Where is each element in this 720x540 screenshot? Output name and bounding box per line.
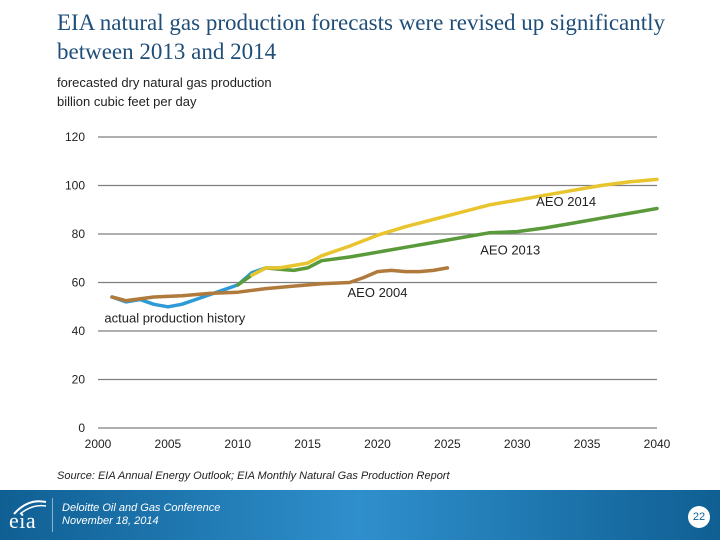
- x-axis-tick-labels: 2000 2005 2010 2015 2020 2025 2030 2035 2040: [85, 437, 671, 451]
- x-tick-label: 2010: [224, 437, 251, 451]
- series-label: AEO 2004: [348, 285, 408, 300]
- page-number-badge: 22: [688, 506, 710, 528]
- x-tick-label: 2030: [504, 437, 531, 451]
- x-tick-label: 2040: [644, 437, 671, 451]
- series-label: AEO 2013: [480, 243, 540, 258]
- page-title: EIA natural gas production forecasts wer…: [57, 10, 666, 64]
- series-line-aeo-2014: [249, 177, 659, 277]
- series-label: AEO 2014: [536, 194, 596, 209]
- x-tick-label: 2005: [155, 437, 182, 451]
- logo-arc-icon: [13, 500, 47, 515]
- conference-info: Deloitte Oil and Gas Conference November…: [62, 502, 220, 528]
- chart-annotations: AEO 2014 AEO 2013 AEO 2004 actual productio…: [104, 194, 596, 325]
- y-tick-label: 0: [78, 421, 85, 435]
- chart-subtitle: forecasted dry natural gas production bi…: [57, 73, 272, 111]
- series-line-aeo-2013: [236, 206, 659, 287]
- footer-divider: [52, 498, 53, 532]
- y-axis-tick-labels: 0 20 40 60 80 100 120: [65, 130, 85, 435]
- x-tick-label: 2025: [434, 437, 461, 451]
- conference-name: Deloitte Oil and Gas Conference: [62, 502, 221, 514]
- source-note: Source: EIA Annual Energy Outlook; EIA M…: [57, 470, 450, 482]
- x-tick-label: 2035: [574, 437, 601, 451]
- chart-series: [110, 177, 659, 309]
- conference-date: November 18, 2014: [62, 515, 159, 527]
- logo-text: eia: [9, 508, 37, 533]
- y-tick-label: 20: [72, 373, 86, 387]
- y-tick-label: 120: [65, 130, 85, 144]
- y-tick-label: 60: [72, 276, 86, 290]
- x-tick-label: 2020: [364, 437, 391, 451]
- subtitle-line-2: billion cubic feet per day: [57, 94, 197, 109]
- y-tick-label: 100: [65, 179, 85, 193]
- series-label: actual production history: [104, 311, 245, 326]
- x-tick-label: 2000: [85, 437, 112, 451]
- series-line-aeo-2004: [110, 266, 450, 303]
- chart-grid: [98, 136, 657, 429]
- y-tick-label: 80: [72, 227, 86, 241]
- eia-logo: eia: [6, 496, 50, 534]
- y-tick-label: 40: [72, 324, 86, 338]
- footer-bar: eia Deloitte Oil and Gas Conference Nove…: [0, 490, 720, 540]
- subtitle-line-1: forecasted dry natural gas production: [57, 75, 272, 90]
- x-tick-label: 2015: [294, 437, 321, 451]
